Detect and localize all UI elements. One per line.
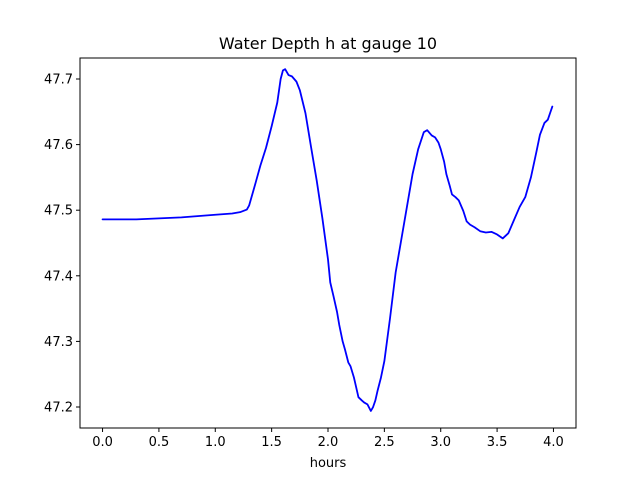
series-line-0: [101, 68, 554, 412]
chart-title: Water Depth h at gauge 10: [219, 34, 437, 53]
x-tick-label: 0.5: [149, 435, 170, 450]
series-layer: [101, 68, 554, 412]
y-tick-label: 47.2: [44, 401, 73, 416]
x-tick-label: 3.0: [430, 435, 451, 450]
x-axis-label: hours: [310, 456, 347, 471]
y-axis: 47.2 47.3 47.4 47.5 47.6 47.7: [44, 72, 80, 416]
x-tick-label: 4.0: [543, 435, 564, 450]
x-tick-label: 0.0: [92, 435, 113, 450]
y-tick-label: 47.7: [44, 72, 73, 87]
x-tick-label: 1.5: [261, 435, 282, 450]
y-tick-label: 47.6: [44, 138, 73, 153]
y-tick-label: 47.3: [44, 335, 73, 350]
y-tick-label: 47.4: [44, 269, 73, 284]
x-tick-label: 2.0: [318, 435, 339, 450]
x-tick-label: 2.5: [374, 435, 395, 450]
x-axis: 0.0 0.5 1.0 1.5 2.0 2.5 3.0 3.5 4.0: [92, 428, 564, 450]
x-tick-label: 1.0: [205, 435, 226, 450]
x-tick-label: 3.5: [487, 435, 508, 450]
y-tick-label: 47.5: [44, 204, 73, 219]
